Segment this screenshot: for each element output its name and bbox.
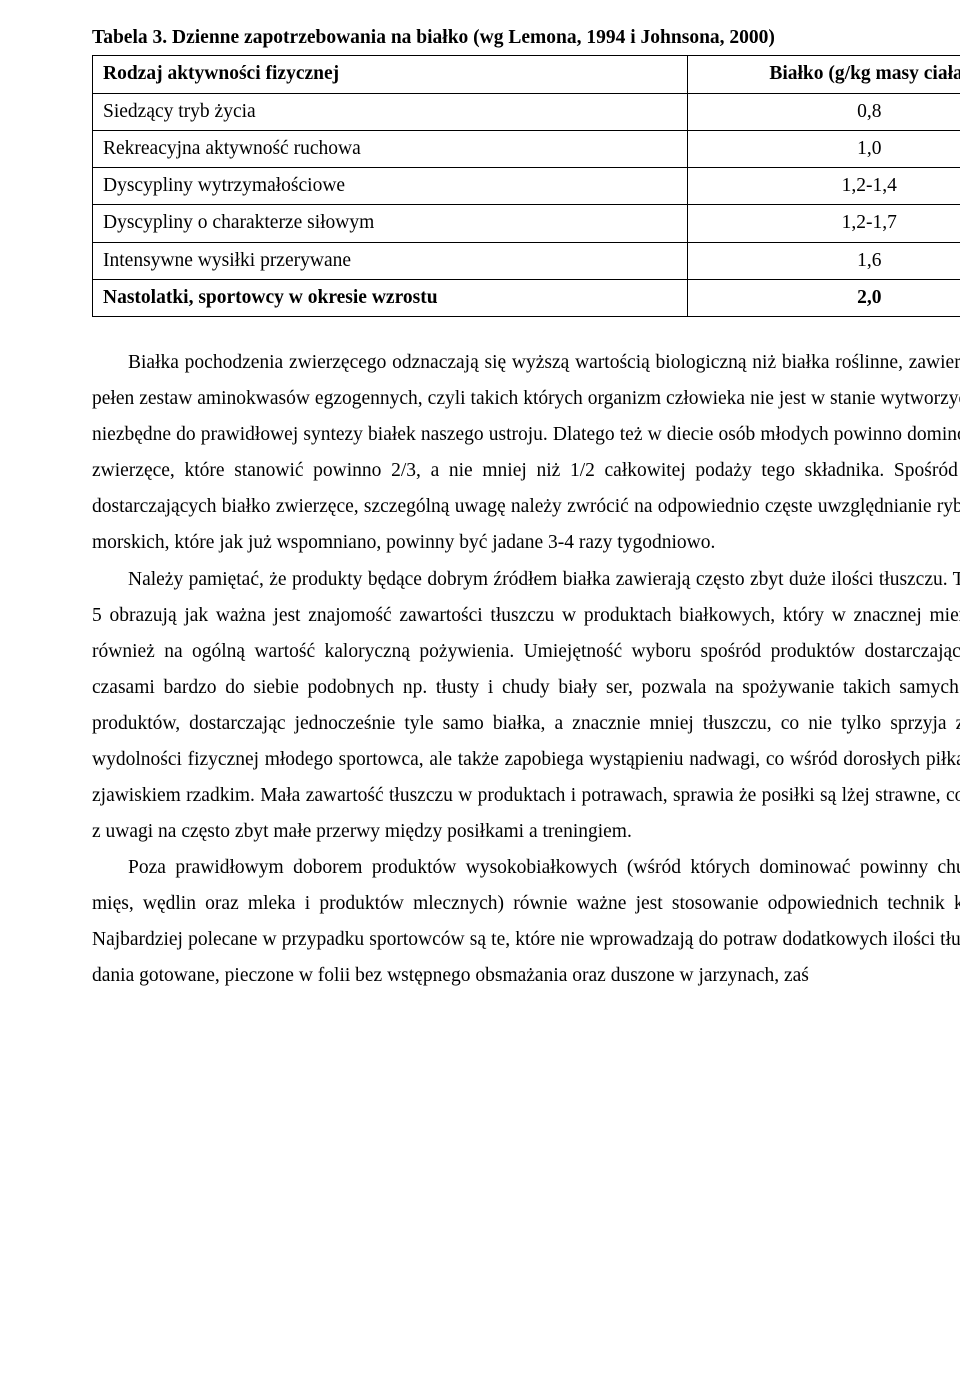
table-cell-label: Siedzący tryb życia [93,93,688,130]
table-header-protein: Białko (g/kg masy ciała) [687,56,960,93]
table-cell-value: 1,0 [687,130,960,167]
table-cell-value: 1,2-1,4 [687,168,960,205]
body-paragraph-3: Poza prawidłowym doborem produktów wysok… [92,850,960,994]
table-cell-value: 0,8 [687,93,960,130]
table-cell-label: Intensywne wysiłki przerywane [93,242,688,279]
table-cell-label: Nastolatki, sportowcy w okresie wzrostu [93,279,688,316]
table-row: Rekreacyjna aktywność ruchowa 1,0 [93,130,960,167]
table-header-activity: Rodzaj aktywności fizycznej [93,56,688,93]
table-cell-label: Dyscypliny wytrzymałościowe [93,168,688,205]
table-row: Dyscypliny o charakterze siłowym 1,2-1,7 [93,205,960,242]
table-header-row: Rodzaj aktywności fizycznej Białko (g/kg… [93,56,960,93]
table-cell-value: 1,2-1,7 [687,205,960,242]
table-caption: Tabela 3. Dzienne zapotrzebowania na bia… [92,24,960,51]
table-row: Dyscypliny wytrzymałościowe 1,2-1,4 [93,168,960,205]
protein-requirements-table: Rodzaj aktywności fizycznej Białko (g/kg… [92,55,960,317]
table-row: Intensywne wysiłki przerywane 1,6 [93,242,960,279]
table-row: Siedzący tryb życia 0,8 [93,93,960,130]
table-cell-label: Rekreacyjna aktywność ruchowa [93,130,688,167]
table-row: Nastolatki, sportowcy w okresie wzrostu … [93,279,960,316]
table-cell-value: 1,6 [687,242,960,279]
table-cell-label: Dyscypliny o charakterze siłowym [93,205,688,242]
table-cell-value: 2,0 [687,279,960,316]
body-paragraph-2: Należy pamiętać, że produkty będące dobr… [92,562,960,851]
body-paragraph-1: Białka pochodzenia zwierzęcego odznaczaj… [92,345,960,561]
